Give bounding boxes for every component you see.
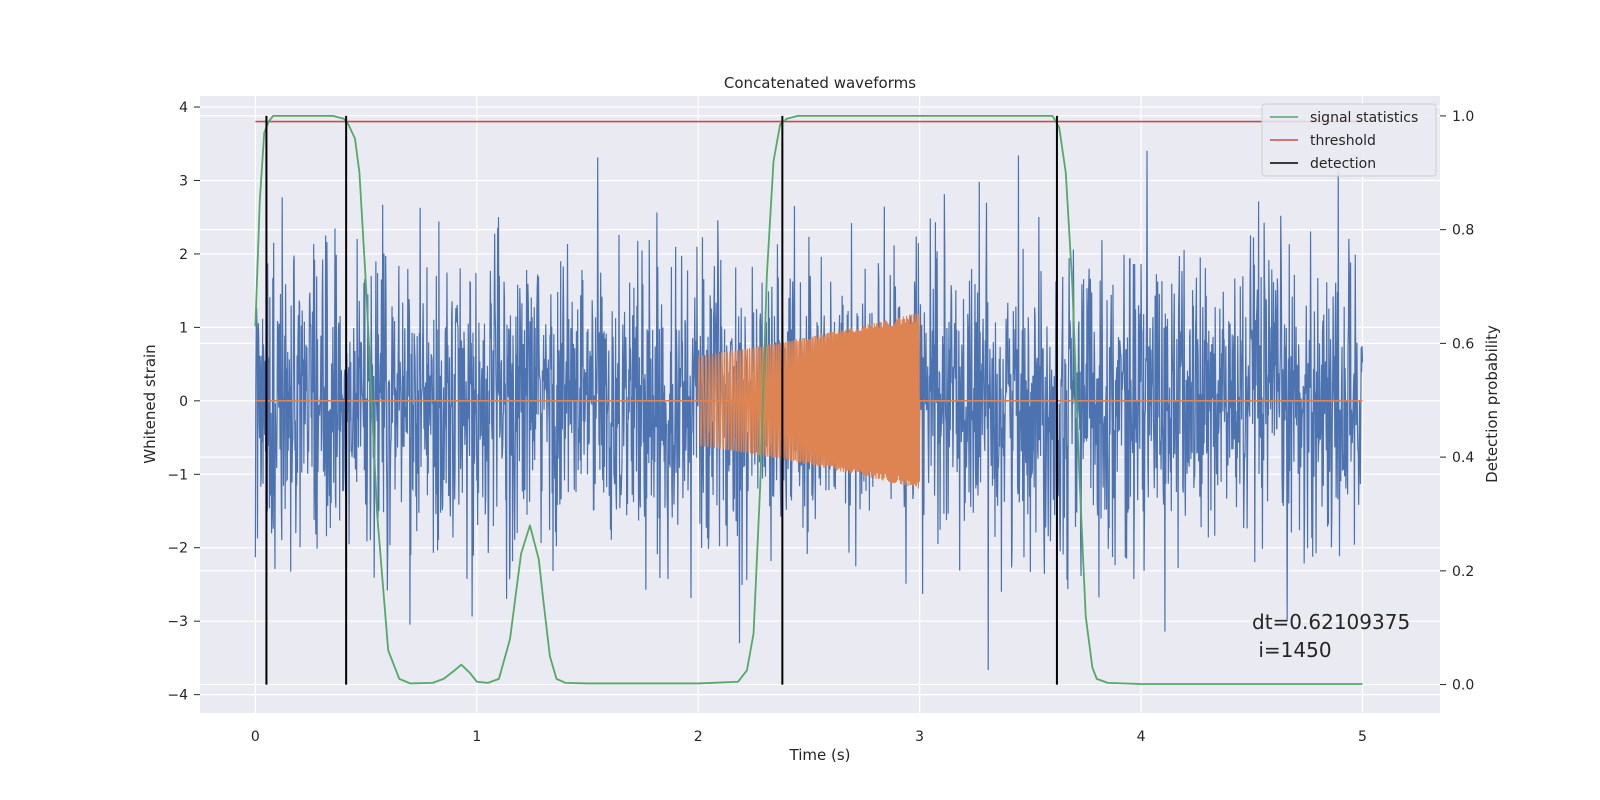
y-axis-label: Whitened strain <box>141 344 159 463</box>
ticks: 0 1 2 3 4 5 −4 −3 −2 −1 0 1 2 3 4 0.0 0.2 0.4 0.6 0.8 1.0 <box>167 100 1474 745</box>
annotation-line-dt: dt=0.62109375 <box>1252 610 1410 634</box>
y-right-tick-label: 0.8 <box>1452 223 1474 239</box>
legend: signal statistics threshold detection <box>1261 103 1437 177</box>
legend-label-threshold: threshold <box>1310 133 1376 149</box>
y-tick-label: 4 <box>179 100 188 116</box>
y-tick-label: 3 <box>179 173 188 189</box>
series-layer <box>254 115 1364 685</box>
y-right-tick-label: 1.0 <box>1452 109 1474 125</box>
y-tick-label: 1 <box>179 320 188 336</box>
x-tick-label: 1 <box>472 729 481 745</box>
series-clip-group <box>254 115 1364 685</box>
chart-title: Concatenated waveforms <box>724 74 916 92</box>
legend-label-detection: detection <box>1310 156 1376 172</box>
legend-label-statistics: signal statistics <box>1310 110 1418 126</box>
x-axis-label: Time (s) <box>789 746 851 764</box>
x-tick-label: 4 <box>1137 729 1146 745</box>
y-tick-label: −4 <box>167 688 188 704</box>
y-right-tick-label: 0.6 <box>1452 336 1474 352</box>
y-right-tick-label: 0.0 <box>1452 678 1474 694</box>
y-tick-label: −3 <box>167 614 188 630</box>
x-tick-label: 3 <box>915 729 924 745</box>
y-tick-label: −2 <box>167 541 188 557</box>
legend-box <box>1261 103 1437 177</box>
template-chirp-line <box>697 313 921 489</box>
y-tick-label: 0 <box>179 394 188 410</box>
y-tick-label: 2 <box>179 247 188 263</box>
y-right-tick-label: 0.4 <box>1452 450 1474 466</box>
signal-statistics-line <box>254 115 1363 685</box>
y-axis-right-label: Detection probability <box>1483 325 1501 483</box>
x-tick-label: 0 <box>251 729 260 745</box>
y-right-tick-label: 0.2 <box>1452 564 1474 580</box>
y-tick-label: −1 <box>167 467 188 483</box>
x-tick-label: 5 <box>1358 729 1367 745</box>
annotation: dt=0.62109375 i=1450 <box>1252 610 1410 662</box>
x-tick-label: 2 <box>694 729 703 745</box>
annotation-line-i: i=1450 <box>1252 638 1332 662</box>
strain-noise-line <box>254 150 1364 670</box>
